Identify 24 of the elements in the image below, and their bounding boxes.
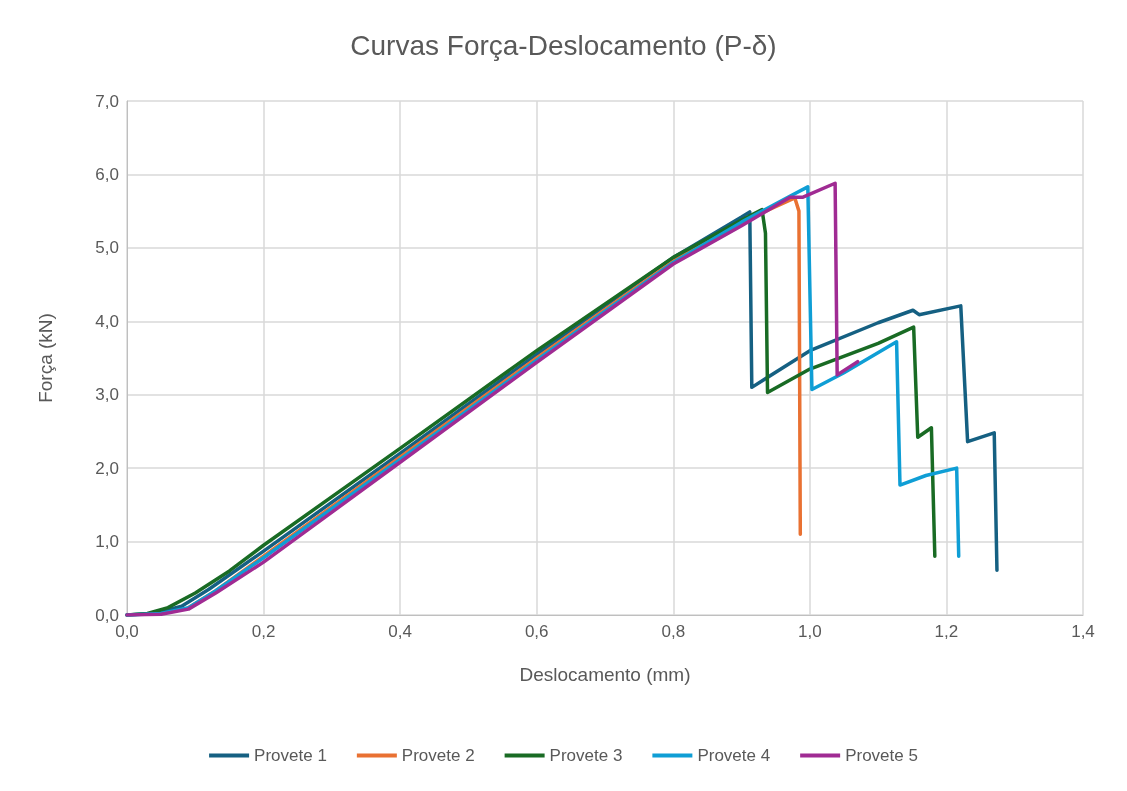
y-tick-label: 5,0 <box>95 238 119 258</box>
y-tick-label: 0,0 <box>95 605 119 625</box>
x-tick-label: 1,4 <box>1071 622 1095 641</box>
y-axis-title: Força (kN) <box>35 313 56 403</box>
y-tick-label: 1,0 <box>95 532 119 552</box>
y-tick-label: 3,0 <box>95 385 119 405</box>
x-tick-label: 0,0 <box>115 622 139 641</box>
legend-label: Provete 2 <box>401 746 475 765</box>
x-tick-label: 1,2 <box>934 622 959 641</box>
y-tick-label: 7,0 <box>95 91 119 111</box>
chart-title: Curvas Força-Deslocamento (P-δ) <box>350 29 777 61</box>
x-tick-label: 0,4 <box>388 622 412 641</box>
legend-label: Provete 4 <box>697 746 771 765</box>
x-tick-label: 0,6 <box>524 622 549 641</box>
legend-label: Provete 3 <box>549 746 623 765</box>
x-axis-title: Deslocamento (mm) <box>519 664 691 685</box>
x-tick-label: 1,0 <box>798 622 822 641</box>
x-tick-label: 0,2 <box>251 622 276 641</box>
legend-label: Provete 5 <box>845 746 918 765</box>
x-tick-label: 0,8 <box>661 622 686 641</box>
legend-label: Provete 1 <box>254 746 327 765</box>
y-tick-label: 2,0 <box>95 458 119 478</box>
y-tick-label: 6,0 <box>95 164 119 184</box>
y-tick-label: 4,0 <box>95 311 119 331</box>
